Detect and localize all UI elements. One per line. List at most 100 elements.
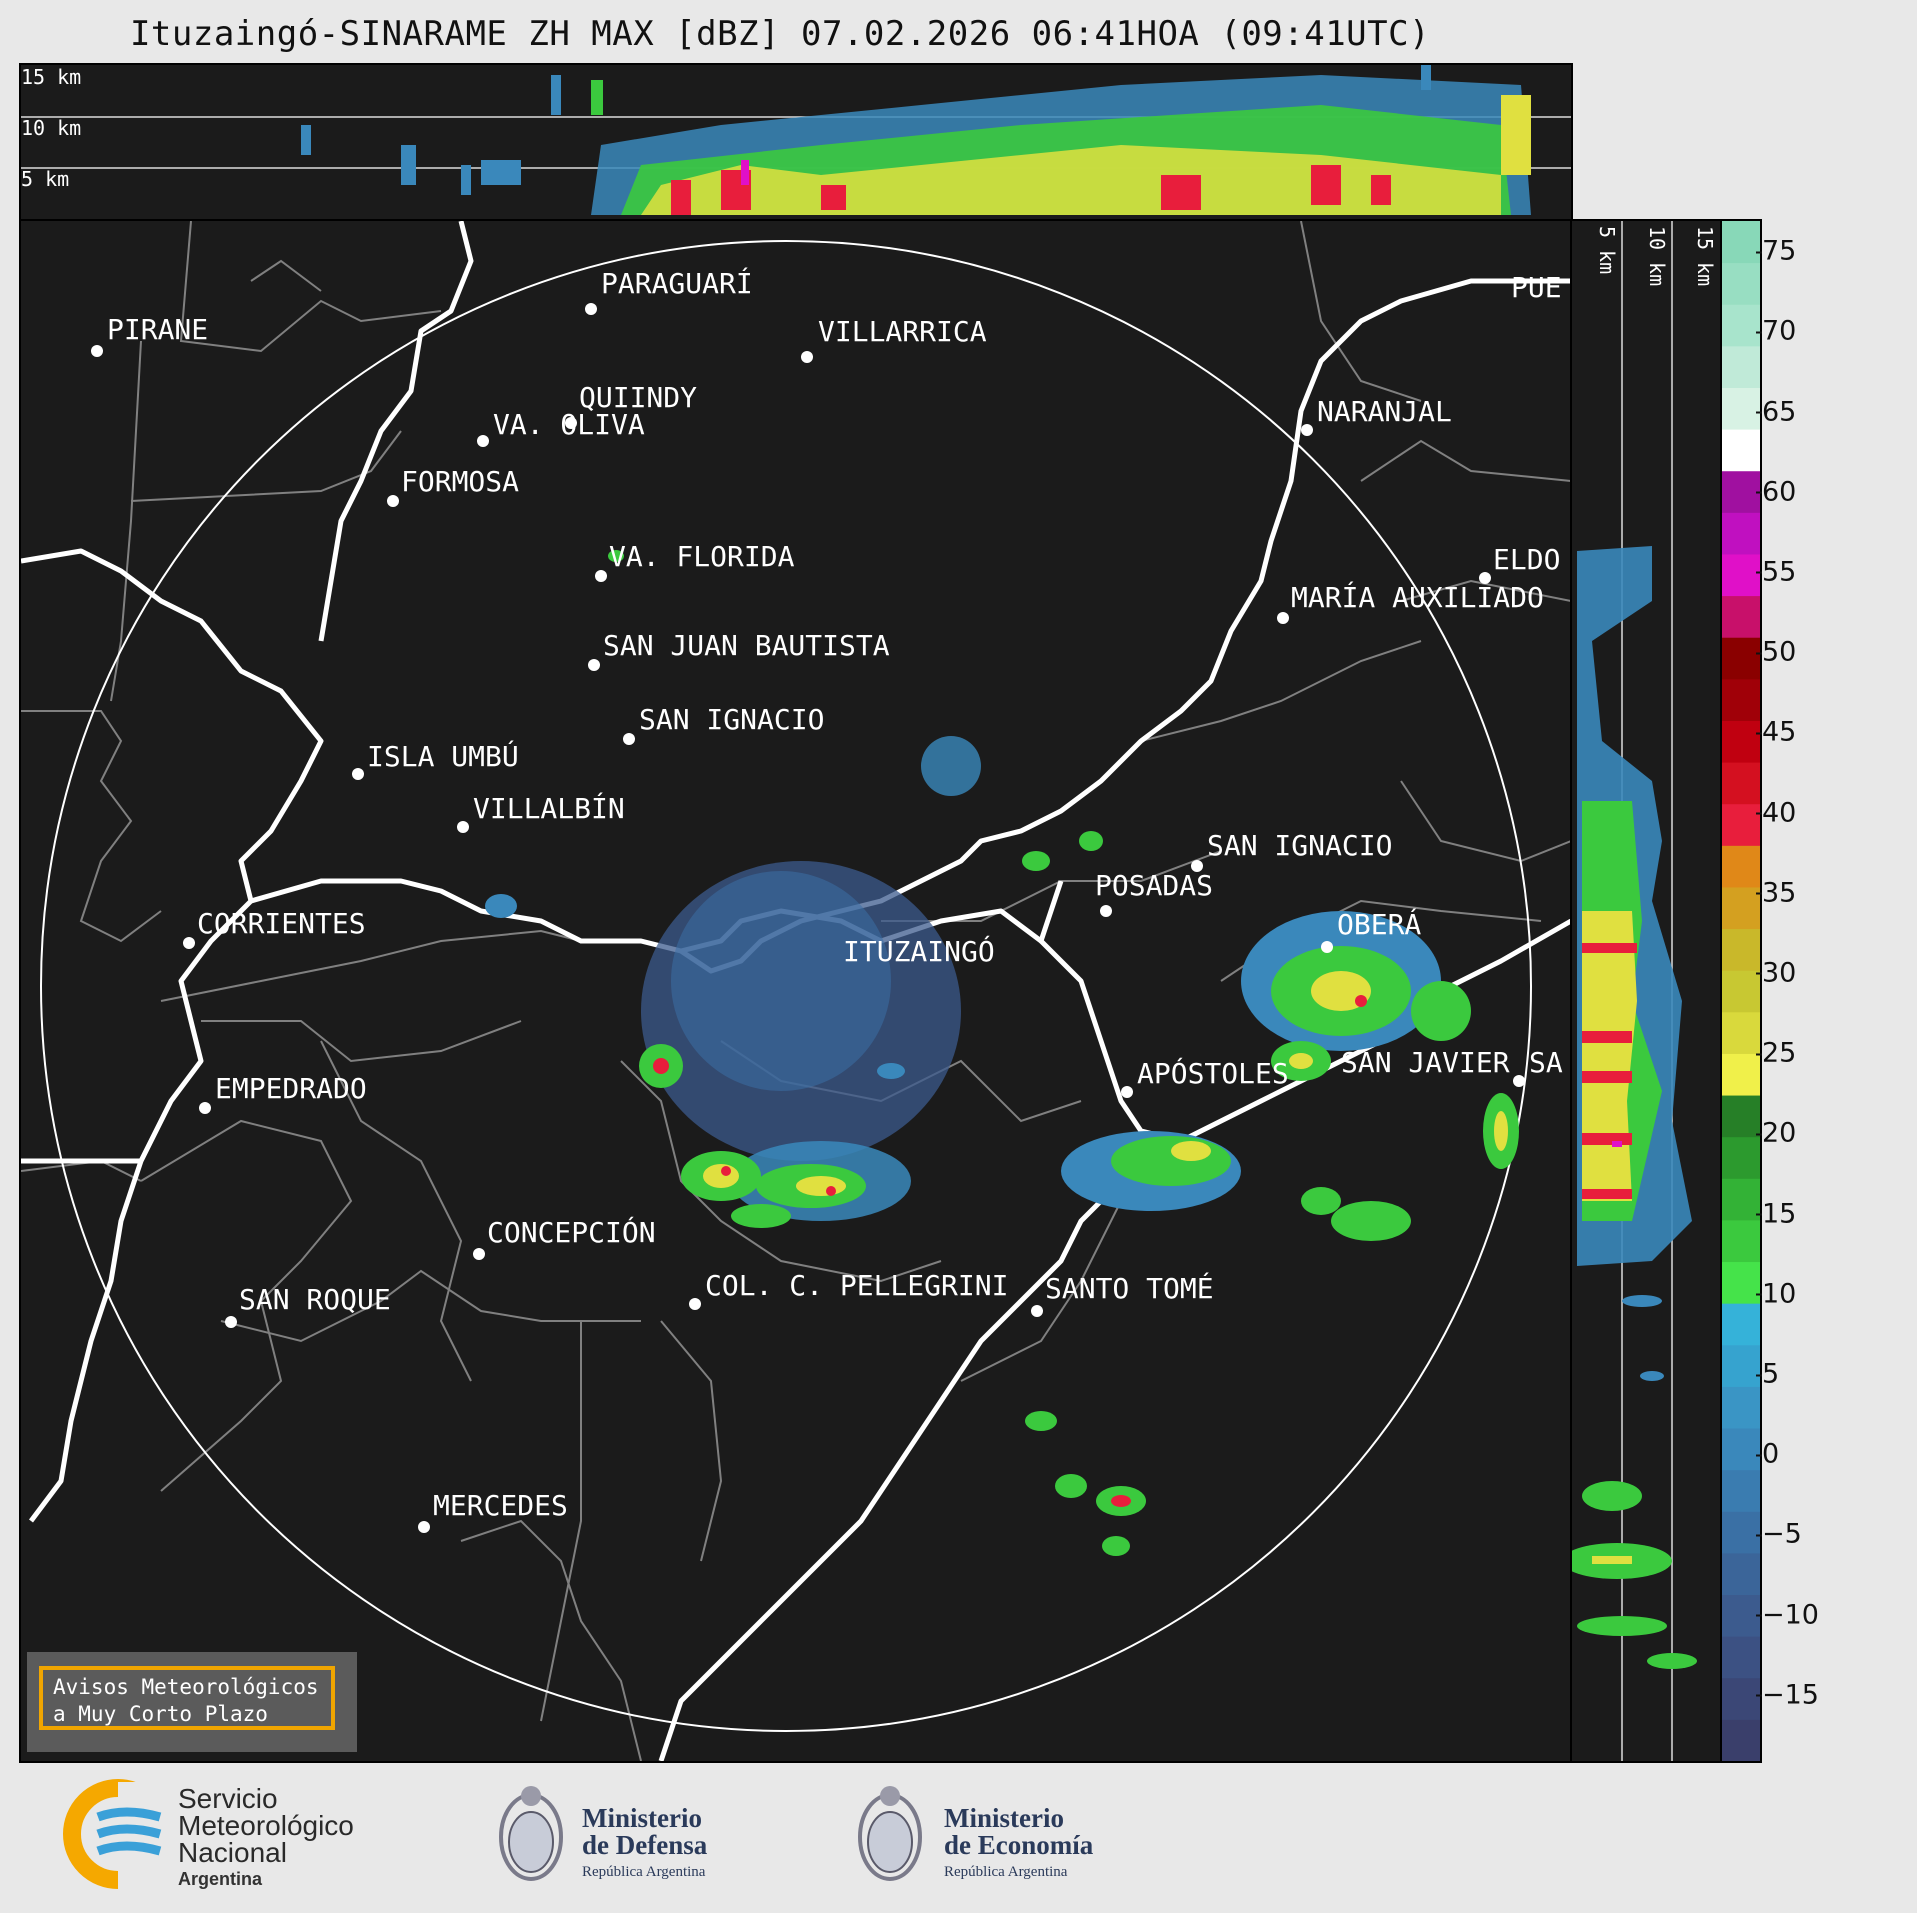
colorbar-tick-label: 40	[1755, 797, 1797, 829]
smn-logo-icon	[63, 1779, 178, 1892]
colorbar-band	[1722, 1511, 1760, 1554]
colorbar-band	[1722, 970, 1760, 1013]
place-label: CONCEPCIÓN	[487, 1215, 656, 1249]
warning-notice: Avisos Meteorológicos a Muy Corto Plazo	[27, 1652, 357, 1752]
colorbar-band	[1722, 1178, 1760, 1221]
place-label: SA	[1529, 1046, 1563, 1079]
smn-line-4: Argentina	[178, 1869, 263, 1889]
colorbar-band	[1722, 1386, 1760, 1429]
place-marker	[1277, 612, 1289, 624]
admin-boundaries	[21, 221, 1571, 1761]
place-marker	[801, 351, 813, 363]
defensa-line-1: Ministerio	[582, 1803, 702, 1833]
colorbar-tick-label: 25	[1755, 1037, 1797, 1069]
place-marker	[91, 345, 103, 357]
place-marker	[352, 768, 364, 780]
place-label: SAN IGNACIO	[639, 703, 824, 736]
colorbar-tick-label: 5	[1755, 1358, 1780, 1390]
place-marker	[418, 1521, 430, 1533]
place-label: SANTO TOMÉ	[1045, 1271, 1214, 1305]
place-marker	[595, 570, 607, 582]
colorbar-tick-label: 70	[1755, 315, 1797, 347]
place-label: MERCEDES	[433, 1489, 568, 1522]
place-marker	[1321, 941, 1333, 953]
defensa-line-2: de Defensa	[582, 1830, 708, 1860]
colorbar-band	[1722, 720, 1760, 763]
colorbar-band	[1722, 262, 1760, 305]
colorbar-band	[1722, 304, 1760, 347]
colorbar-tick-label: 10	[1755, 1278, 1797, 1310]
colorbar-band	[1722, 470, 1760, 513]
colorbar-band	[1722, 1053, 1760, 1096]
radar-map: PIRANE PARAGUARÍ VILLARRICA QUIINDY VA. …	[19, 219, 1573, 1763]
colorbar-tick-label: 35	[1755, 877, 1797, 909]
place-label: CORRIENTES	[197, 907, 366, 940]
colorbar-band	[1722, 1469, 1760, 1512]
place-label: ISLA UMBÚ	[367, 739, 519, 773]
colorbar-tick-label: −5	[1756, 1518, 1802, 1550]
defensa-line-3: República Argentina	[582, 1864, 706, 1880]
logo-strip	[0, 1762, 1917, 1909]
colorbar-band	[1722, 429, 1760, 472]
colorbar-band	[1722, 1594, 1760, 1637]
economia-line-3: República Argentina	[944, 1864, 1068, 1880]
colorbar-band	[1722, 345, 1760, 388]
colorbar-band	[1722, 637, 1760, 680]
colorbar-band	[1722, 928, 1760, 971]
place-label: COL. C. PELLEGRINI	[705, 1269, 1008, 1302]
colorbar-band	[1722, 678, 1760, 721]
place-label: QUIINDY	[579, 381, 697, 414]
smn-line-2: Meteorológico	[178, 1810, 354, 1841]
colorbar-tick-label: 50	[1755, 636, 1797, 668]
place-marker	[1513, 1075, 1525, 1087]
place-label: SAN JUAN BAUTISTA	[603, 629, 890, 662]
colorbar-band	[1722, 1219, 1760, 1263]
place-marker	[1031, 1305, 1043, 1317]
place-marker	[565, 417, 577, 429]
place-label: PIRANE	[107, 313, 208, 346]
place-label: NARANJAL	[1317, 395, 1452, 428]
colorbar-band	[1722, 512, 1760, 555]
colorbar-band	[1722, 1136, 1760, 1179]
place-label: PARAGUARÍ	[601, 266, 753, 300]
place-marker	[689, 1298, 701, 1310]
colorbar-tick-label: 0	[1755, 1438, 1780, 1470]
place-marker	[1191, 860, 1203, 872]
side-height-label-15: 15 km	[1693, 226, 1717, 286]
top-cross-section: 15 km 10 km 5 km	[19, 63, 1573, 221]
warning-notice-frame: Avisos Meteorológicos a Muy Corto Plazo	[39, 1666, 335, 1730]
place-label: VA. FLORIDA	[609, 540, 795, 573]
colorbar-band	[1722, 1261, 1760, 1304]
colorbar-band	[1722, 1636, 1760, 1679]
colorbar-band	[1722, 1303, 1760, 1346]
radar-echoes	[485, 550, 1519, 1556]
smn-line-3: Nacional	[178, 1837, 287, 1868]
place-label: APÓSTOLES	[1137, 1056, 1289, 1090]
side-height-label-5: 5 km	[1595, 226, 1619, 274]
coat-of-arms-icon	[499, 1786, 563, 1881]
colorbar-tick-label: 15	[1755, 1198, 1797, 1230]
colorbar-tick-label: 75	[1755, 235, 1797, 267]
place-marker	[225, 1316, 237, 1328]
economia-line-1: Ministerio	[944, 1803, 1064, 1833]
economia-logo-text: Ministerio de Economía República Argenti…	[944, 1805, 1093, 1886]
side-cross-section: 5 km 10 km 15 km	[1570, 219, 1724, 1763]
place-marker	[1121, 1086, 1133, 1098]
colorbar-band	[1722, 1552, 1760, 1596]
place-label: VILLARRICA	[818, 315, 987, 348]
chart-title: Ituzaingó-SINARAME ZH MAX [dBZ] 07.02.20…	[129, 14, 1431, 54]
top-height-label-5: 5 km	[21, 167, 69, 191]
colorbar-band	[1722, 845, 1760, 888]
place-marker	[1479, 572, 1491, 584]
colorbar-band	[1722, 1095, 1760, 1138]
place-marker	[199, 1102, 211, 1114]
top-height-label-10: 10 km	[21, 116, 81, 140]
colorbar-tick-label: 55	[1755, 556, 1797, 588]
place-marker	[588, 659, 600, 671]
colorbar-band	[1722, 1428, 1760, 1471]
smn-line-1: Servicio	[178, 1783, 278, 1814]
colorbar-band	[1722, 1011, 1760, 1054]
place-label: FORMOSA	[401, 465, 519, 498]
place-marker	[1100, 905, 1112, 917]
colorbar-band	[1722, 595, 1760, 638]
